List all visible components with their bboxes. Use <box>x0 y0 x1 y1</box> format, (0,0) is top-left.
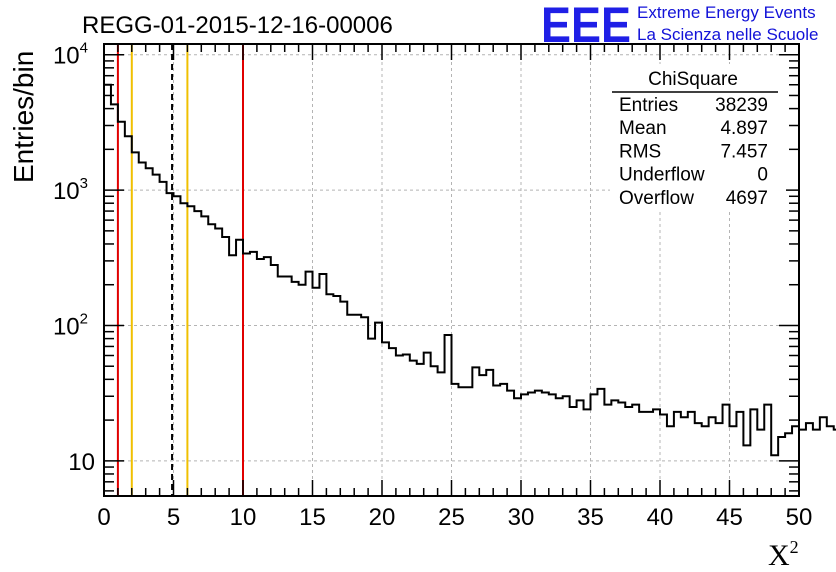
x-tick-label: 10 <box>230 504 257 531</box>
reference-lines <box>116 44 244 496</box>
stats-row-label: Mean <box>619 118 667 139</box>
eee-logo-mark: EEE <box>541 0 631 53</box>
stats-row-value: 4.897 <box>720 118 768 139</box>
stats-box: ChiSquare Entries 38239 Mean 4.897 RMS 7.457 U… <box>610 64 786 212</box>
stats-row-value: 0 <box>757 165 768 186</box>
stats-row-label: Overflow <box>619 188 694 209</box>
x-tick-label: 20 <box>369 504 396 531</box>
x-tick-label: 50 <box>786 504 813 531</box>
axis-ticks <box>103 44 800 496</box>
x-tick-label: 40 <box>647 504 674 531</box>
stats-row-label: Underflow <box>619 165 705 186</box>
grid <box>104 44 799 496</box>
eee-logo-line1: Extreme Energy Events <box>637 3 816 22</box>
y-tick-label: 102 <box>53 310 88 340</box>
x-axis-label: X2 <box>768 537 799 572</box>
x-tick-label: 45 <box>716 504 743 531</box>
x-tick-label: 15 <box>299 504 326 531</box>
x-tick-label: 25 <box>438 504 465 531</box>
stats-rows: Entries 38239 Mean 4.897 RMS 7.457 Underflow 0 O… <box>619 95 768 209</box>
stats-row-value: 4697 <box>726 188 768 209</box>
x-tick-labels: 0 5 10 15 20 25 30 35 40 45 50 <box>97 504 812 531</box>
stats-row-label: RMS <box>619 141 661 162</box>
x-tick-label: 30 <box>508 504 535 531</box>
histogram-series <box>104 83 836 457</box>
y-tick-label: 10 <box>68 449 95 476</box>
y-tick-label: 104 <box>53 40 88 70</box>
stats-row-label: Entries <box>619 95 678 116</box>
x-tick-label: 35 <box>577 504 604 531</box>
eee-logo: EEE Extreme Energy Events La Scienza nel… <box>541 0 818 53</box>
x-tick-label: 0 <box>97 504 110 531</box>
eee-logo-line2: La Scienza nelle Scuole <box>637 25 818 44</box>
stats-row-value: 38239 <box>715 95 768 116</box>
stats-row-value: 7.457 <box>720 141 768 162</box>
y-tick-label: 103 <box>53 175 88 205</box>
x-axis-label-superscript: 2 <box>790 537 799 557</box>
stats-box-title: ChiSquare <box>648 69 738 90</box>
chart-title: REGG-01-2015-12-16-00006 <box>82 12 393 39</box>
y-axis-label: Entries/bin <box>8 51 39 183</box>
stats-box-background <box>610 64 786 212</box>
x-tick-label: 5 <box>167 504 180 531</box>
y-tick-labels: 10 102 103 104 <box>53 40 95 476</box>
